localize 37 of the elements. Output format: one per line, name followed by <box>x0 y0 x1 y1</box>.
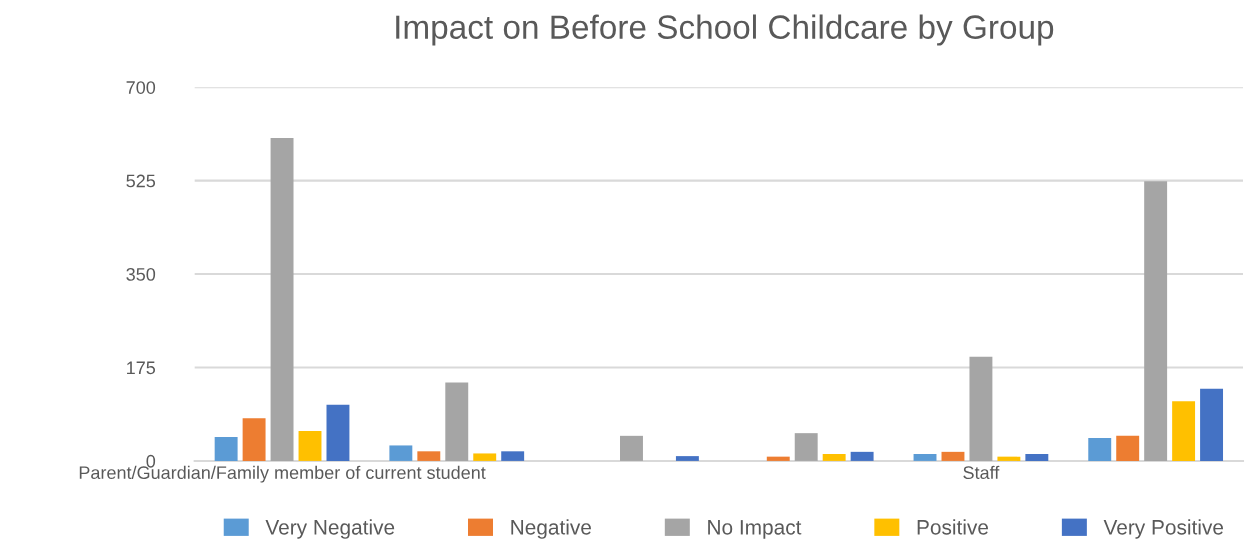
legend-label: No Impact <box>708 520 802 539</box>
bar <box>1144 181 1168 461</box>
bar <box>501 451 525 461</box>
bar <box>214 436 238 461</box>
bar <box>913 453 937 461</box>
bar <box>1172 401 1196 461</box>
y-tick-label: 175 <box>127 361 156 375</box>
bar <box>389 445 413 461</box>
bar <box>766 456 790 461</box>
bar <box>997 456 1021 461</box>
legend-label: Negative <box>511 519 591 539</box>
y-tick-label: 350 <box>126 268 156 281</box>
y-tick-label: 700 <box>126 81 156 94</box>
legend-label: Very Negative <box>265 519 395 539</box>
bar <box>794 433 818 461</box>
bar <box>1200 388 1224 461</box>
bar <box>242 418 266 461</box>
bar <box>969 356 993 461</box>
bar <box>270 137 294 461</box>
bar <box>1025 453 1049 461</box>
bar <box>326 404 350 461</box>
legend-label: Positive <box>917 519 989 535</box>
bar <box>298 431 322 461</box>
bar <box>850 451 874 461</box>
y-tick-label: 525 <box>126 174 156 188</box>
bar <box>473 453 497 461</box>
bar <box>822 453 846 461</box>
bar <box>1088 437 1112 461</box>
chart-title: Impact on Before School Childcare by Group <box>396 14 1054 46</box>
bar <box>620 435 643 461</box>
bar <box>445 382 469 461</box>
bar <box>941 451 965 461</box>
legend-label: Very Positive <box>1103 519 1224 539</box>
x-tick-label: Staff <box>963 465 1000 480</box>
bar <box>417 451 441 461</box>
bar <box>1116 435 1140 461</box>
bar <box>675 456 699 461</box>
